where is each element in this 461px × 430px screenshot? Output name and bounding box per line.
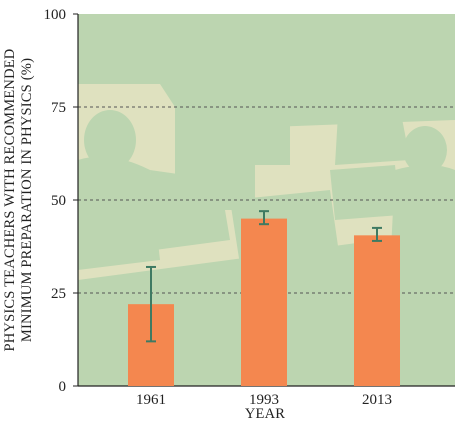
error-bar-1993: [259, 210, 269, 226]
bar-1993: [241, 218, 287, 386]
y-tick-label: 100: [44, 7, 67, 23]
x-axis-title: YEAR: [245, 406, 285, 422]
error-bar-2013: [372, 226, 382, 242]
bars: [128, 218, 400, 386]
y-tick-label: 25: [51, 286, 66, 302]
error-bars: [146, 210, 382, 343]
x-tick-label: 1993: [249, 392, 279, 408]
y-tick-label: 75: [51, 100, 66, 116]
y-tick-label: 0: [59, 379, 67, 395]
y-axis-title-line-1: PHYSICS TEACHERS WITH RECOMMENDED: [2, 49, 18, 352]
x-tick-label: 2013: [362, 392, 392, 408]
y-tick-labels: 0 25 50 75 100: [44, 7, 78, 395]
y-tick-label: 50: [51, 193, 66, 209]
error-bar-1961: [146, 265, 156, 343]
bar-2013: [354, 235, 400, 386]
x-tick-labels: 1961 1993 2013: [136, 392, 392, 408]
y-axis-title-line-2: MINIMUM PREPARATION IN PHYSICS (%): [19, 58, 35, 342]
x-tick-label: 1961: [136, 392, 166, 408]
